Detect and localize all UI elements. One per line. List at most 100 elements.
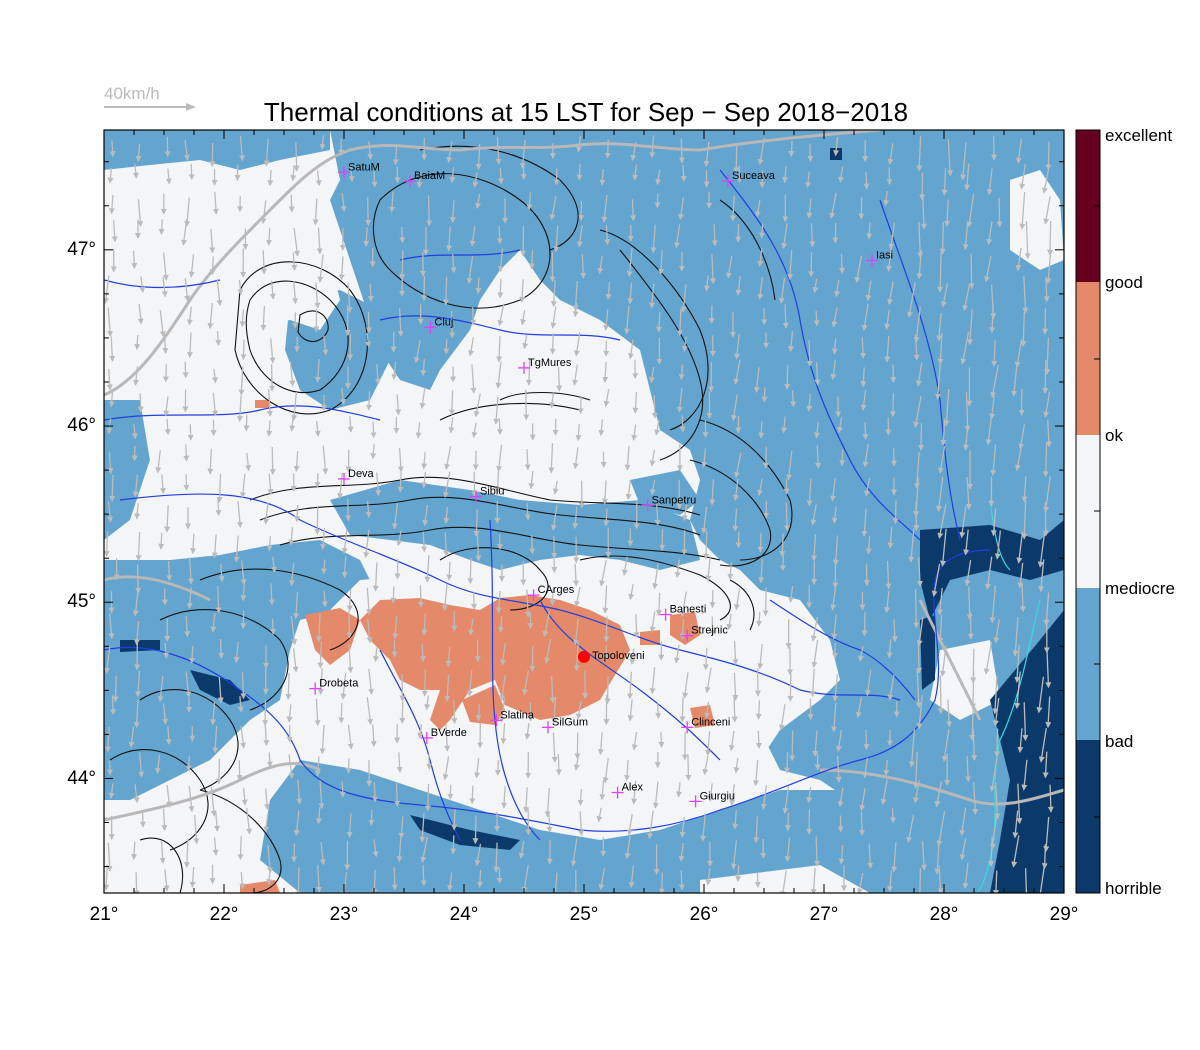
wind-arrow [212, 392, 219, 417]
wind-arrow [916, 695, 923, 730]
wind-reference: 40km/h [104, 84, 196, 111]
wind-arrow [366, 618, 373, 644]
wind-arrow [811, 639, 819, 668]
wind-arrow [166, 785, 173, 808]
x-tick-label: 22° [210, 904, 239, 925]
wind-arrow [887, 870, 894, 893]
wind-arrow [832, 674, 839, 702]
highlight-point[interactable] [578, 650, 590, 663]
wind-arrow [755, 700, 762, 720]
city-marker[interactable]: Giurgiu [689, 790, 735, 808]
city-marker[interactable]: BVerde [420, 727, 467, 744]
wind-arrow [399, 227, 406, 244]
wind-arrow [809, 223, 816, 248]
wind-arrow [475, 277, 482, 295]
wind-arrow [419, 643, 426, 663]
wind-arrow [317, 254, 324, 283]
wind-arrow [631, 780, 638, 805]
wind-arrow [269, 364, 276, 392]
wind-arrow [495, 361, 502, 389]
wind-arrow [524, 448, 531, 471]
wind-arrow [572, 618, 579, 646]
wind-arrow [631, 731, 638, 751]
wind-arrow [753, 367, 760, 393]
wind-arrow [106, 368, 113, 391]
wind-arrow [778, 277, 786, 304]
wind-arrow [185, 756, 192, 772]
wind-arrow [187, 424, 194, 441]
city-marker[interactable]: Suceava [722, 170, 776, 188]
wind-arrow [580, 254, 587, 279]
wind-arrow [757, 643, 764, 670]
wind-arrow [476, 869, 483, 888]
x-tick-label: 27° [810, 904, 839, 925]
wind-arrow [321, 559, 328, 575]
wind-arrow [239, 135, 245, 162]
wind-arrow [983, 641, 993, 675]
wind-arrow [757, 277, 764, 300]
wind-arrow [632, 392, 639, 414]
wind-arrow [338, 256, 345, 281]
wind-arrow [468, 337, 475, 357]
y-tick-label: 44° [67, 768, 96, 789]
wind-arrow [756, 611, 763, 627]
wind-arrow [368, 809, 375, 826]
city-marker[interactable]: Iasi [866, 249, 893, 267]
wind-arrow [835, 730, 843, 753]
wind-arrow [604, 225, 611, 246]
wind-arrow [1016, 531, 1024, 564]
wind-arrow [959, 838, 967, 861]
wind-arrow [965, 755, 972, 783]
wind-arrow [603, 388, 610, 408]
wind-arrow [546, 839, 553, 865]
city-marker[interactable]: Banesti [659, 604, 707, 621]
city-marker[interactable]: Deva [338, 468, 375, 485]
city-marker[interactable]: Sibiu [470, 486, 504, 503]
wind-arrow [830, 478, 837, 502]
city-marker[interactable]: SilGum [542, 716, 588, 734]
wind-arrow [337, 472, 344, 500]
city-marker[interactable]: Drobeta [309, 678, 359, 695]
wind-arrow [939, 221, 946, 255]
wind-arrow [1022, 275, 1029, 314]
wind-arrow [1017, 728, 1024, 753]
wind-arrow [652, 781, 659, 809]
wind-arrow [578, 811, 585, 837]
city-marker[interactable]: Slatina [490, 709, 535, 727]
wind-arrow [493, 842, 500, 873]
city-marker[interactable]: BaiaM [404, 170, 445, 188]
wind-arrow [519, 139, 526, 170]
wind-arrow [105, 726, 111, 753]
wind-arrow [985, 556, 993, 590]
city-marker[interactable]: Strejnic [681, 625, 728, 642]
city-marker[interactable]: CArges [527, 584, 575, 602]
wind-arrow [138, 752, 145, 778]
wind-arrow [134, 503, 141, 520]
wind-arrow [601, 480, 608, 505]
city-marker[interactable]: Clinceni [681, 716, 730, 734]
wind-arrow [292, 281, 299, 305]
wind-arrow [263, 814, 270, 833]
wind-arrow [494, 471, 501, 494]
wind-arrow [372, 562, 379, 592]
wind-arrow [240, 725, 247, 749]
wind-arrow [112, 675, 119, 703]
city-marker[interactable]: Cluj [424, 316, 453, 334]
wind-arrow [165, 168, 172, 185]
city-marker[interactable]: SatuM [338, 161, 380, 179]
wind-arrow [936, 312, 943, 342]
wind-arrow [967, 611, 974, 640]
wind-arrow [735, 531, 742, 549]
wind-arrow [394, 558, 401, 580]
wind-arrow [475, 143, 482, 170]
city-marker[interactable]: TgMures [518, 357, 572, 374]
city-marker[interactable]: Sanpetru [641, 494, 697, 512]
wind-arrow [603, 616, 610, 643]
wind-arrow [468, 618, 475, 636]
wind-arrow [729, 784, 736, 806]
wind-arrow [523, 389, 530, 421]
wind-arrow [263, 503, 270, 525]
wind-arrow [858, 811, 865, 836]
city-marker[interactable]: Alex [611, 782, 644, 799]
wind-arrow [442, 276, 449, 306]
